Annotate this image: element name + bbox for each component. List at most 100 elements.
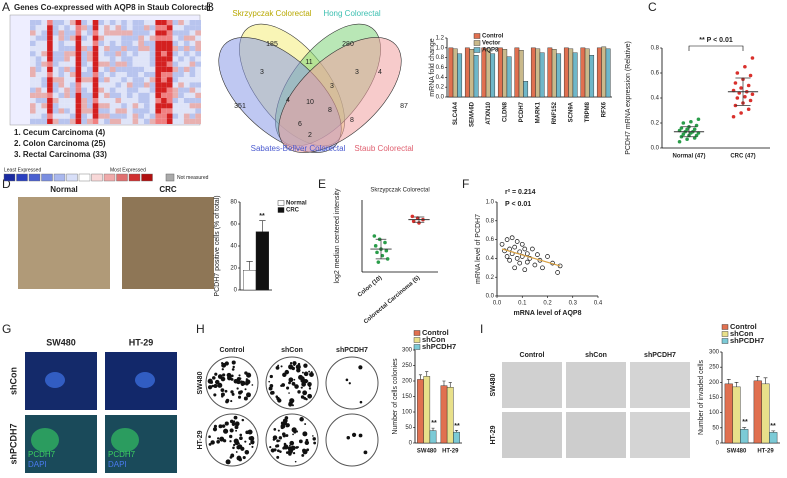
colony — [302, 431, 308, 437]
bar — [530, 47, 536, 98]
heatmap-cell — [178, 61, 184, 67]
heatmap-cell — [87, 56, 93, 62]
colony — [345, 378, 349, 382]
heatmap-cell — [75, 87, 82, 93]
heatmap-cell — [98, 56, 105, 62]
colony — [269, 374, 273, 379]
x-tick-label: HT-29 — [442, 449, 459, 455]
bar — [761, 383, 770, 444]
heatmap-cell — [166, 108, 173, 114]
colony — [297, 390, 301, 394]
heatmap-cell — [115, 98, 122, 104]
colony — [310, 371, 313, 374]
colony — [295, 364, 301, 370]
heatmap-cell — [30, 20, 36, 26]
heatmap-cell — [52, 51, 59, 57]
heatmap-cell — [144, 46, 150, 52]
heatmap-cell — [30, 98, 36, 104]
point — [517, 260, 523, 266]
heatmap-cell — [183, 87, 190, 93]
heatmap-cell — [104, 35, 110, 41]
heatmap-cell — [172, 30, 179, 36]
heatmap-cell — [87, 46, 93, 52]
heatmap-cell — [35, 113, 42, 119]
heatmap-cell — [81, 51, 87, 57]
colony — [244, 388, 247, 391]
heatmap-cell — [195, 25, 201, 31]
colony — [282, 372, 287, 378]
heatmap-cell — [126, 40, 133, 46]
heatmap-cell — [109, 61, 116, 67]
venn-set-label: Hong Colorectal — [323, 9, 381, 18]
y-tick-label: 0 — [716, 441, 720, 447]
colony — [212, 427, 218, 432]
colony — [231, 453, 234, 457]
heatmap-cell — [195, 113, 201, 119]
colony — [293, 361, 297, 364]
legend-label: Vector — [482, 41, 501, 47]
transwell-image — [502, 362, 562, 408]
heatmap-cell — [189, 46, 196, 52]
y-tick-label: 150 — [402, 394, 413, 400]
colony — [238, 390, 242, 395]
colony — [283, 442, 287, 446]
bar — [572, 52, 578, 98]
heatmap-cell — [155, 82, 162, 88]
heatmap-cell — [109, 56, 116, 62]
heatmap-cell — [195, 92, 201, 98]
heatmap-cell — [161, 66, 167, 72]
heatmap-cell — [104, 61, 110, 67]
heatmap-cell — [166, 30, 173, 36]
heatmap-cell — [30, 72, 36, 78]
bar — [514, 47, 520, 98]
colony — [218, 424, 223, 429]
y-tick-label: 0.6 — [436, 65, 445, 71]
heatmap-cell — [195, 98, 201, 104]
colony — [305, 397, 308, 401]
heatmap-cell — [69, 118, 76, 124]
group-label: 2. Colon Carcinoma (25) — [14, 139, 106, 148]
heatmap-cell — [52, 61, 59, 67]
bar — [535, 48, 541, 98]
venn-count: 87 — [400, 103, 408, 110]
colony — [299, 417, 304, 422]
colony — [307, 393, 313, 399]
colony — [216, 439, 220, 444]
colony — [268, 380, 271, 383]
heatmap-cell — [183, 20, 190, 26]
heatmap-cell — [172, 82, 179, 88]
heatmap-cell — [81, 98, 87, 104]
heatmap-cell — [183, 98, 190, 104]
heatmap-cell — [115, 35, 122, 41]
heatmap-cell — [121, 113, 127, 119]
colony — [230, 400, 233, 403]
colony — [248, 443, 251, 446]
heatmap-cell — [189, 108, 196, 114]
heatmap-cell — [75, 103, 82, 109]
y-tick-label: 0.8 — [651, 46, 660, 52]
colony — [276, 396, 280, 401]
heatmap-cell — [149, 82, 156, 88]
row-label: shPCDH7 — [8, 423, 18, 464]
heatmap-cell — [178, 87, 184, 93]
heatmap-cell — [58, 56, 65, 62]
heatmap-cell — [87, 98, 93, 104]
heatmap-cell — [178, 30, 184, 36]
bar — [446, 387, 454, 444]
venn-count: 4 — [378, 69, 382, 76]
heatmap-cell — [115, 113, 122, 119]
heatmap-cell — [104, 92, 110, 98]
point — [746, 107, 751, 112]
heatmap-cell — [64, 56, 70, 62]
bar — [423, 376, 431, 444]
bar — [753, 380, 762, 444]
heatmap-cell — [178, 56, 184, 62]
heatmap-cell — [149, 35, 156, 41]
heatmap-cell — [35, 46, 42, 52]
colony — [308, 370, 311, 373]
heatmap-cell — [75, 20, 82, 26]
heatmap-cell — [81, 82, 87, 88]
heatmap-cell — [35, 66, 42, 72]
legend-swatch — [473, 33, 481, 39]
colony — [239, 433, 243, 437]
